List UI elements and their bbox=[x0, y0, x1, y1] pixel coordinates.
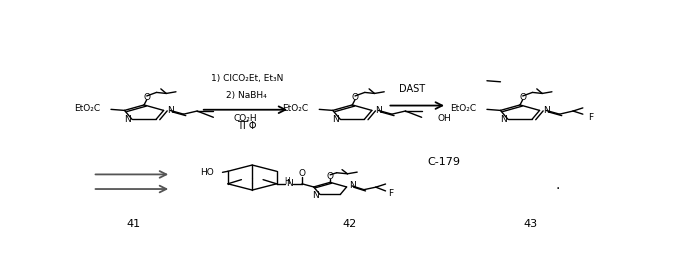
Text: DAST: DAST bbox=[399, 84, 425, 94]
Text: N: N bbox=[312, 191, 319, 200]
Text: O: O bbox=[352, 93, 359, 102]
Text: EtO₂C: EtO₂C bbox=[450, 104, 476, 113]
Text: 2) NaBH₄: 2) NaBH₄ bbox=[226, 91, 267, 100]
Text: N: N bbox=[348, 181, 355, 191]
Text: N: N bbox=[332, 115, 339, 124]
Text: H: H bbox=[285, 177, 290, 186]
Text: EtO₂C: EtO₂C bbox=[282, 104, 309, 113]
Text: 43: 43 bbox=[524, 220, 538, 230]
Text: 41: 41 bbox=[126, 220, 140, 230]
Text: ·: · bbox=[556, 182, 560, 196]
Text: C-179: C-179 bbox=[428, 157, 461, 167]
Text: N: N bbox=[167, 106, 174, 115]
Text: O: O bbox=[327, 172, 334, 181]
Text: N: N bbox=[285, 179, 292, 188]
Text: 1) ClCO₂Et, Et₃N: 1) ClCO₂Et, Et₃N bbox=[211, 74, 283, 83]
Text: N: N bbox=[124, 115, 131, 124]
Text: O: O bbox=[143, 93, 150, 102]
Text: HO: HO bbox=[200, 168, 214, 177]
Text: N: N bbox=[375, 106, 382, 115]
Text: CO₂H: CO₂H bbox=[233, 114, 257, 123]
Text: O: O bbox=[519, 93, 526, 102]
Text: OH: OH bbox=[438, 114, 452, 123]
Text: 42: 42 bbox=[343, 220, 357, 230]
Text: EtO₂C: EtO₂C bbox=[74, 104, 100, 113]
Text: F: F bbox=[388, 189, 394, 198]
Text: TГΦ: TГΦ bbox=[237, 121, 257, 131]
Text: N: N bbox=[500, 115, 507, 124]
Text: O: O bbox=[299, 169, 306, 178]
Text: N: N bbox=[542, 106, 549, 115]
Text: F: F bbox=[588, 113, 593, 122]
